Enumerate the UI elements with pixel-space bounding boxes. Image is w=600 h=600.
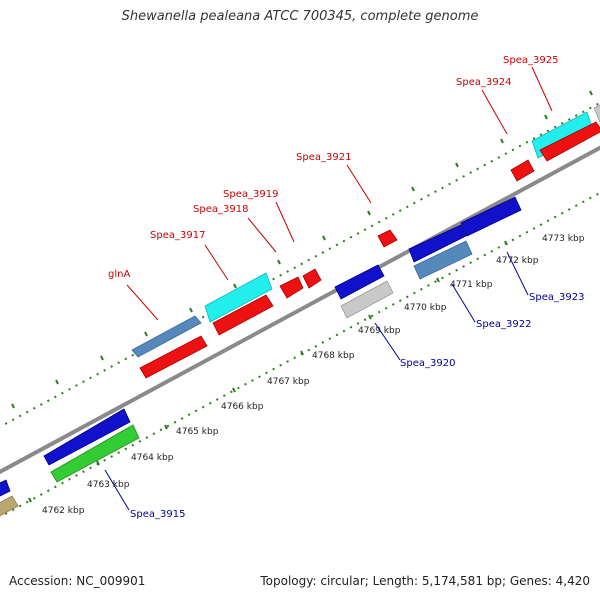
gene-spea-3922[interactable] [408, 224, 467, 263]
page-title: Shewanella pealeana ATCC 700345, complet… [121, 9, 479, 24]
reverse-leader-lines [104, 251, 529, 511]
kbp-label-4766: 4766 kbp [221, 402, 264, 412]
gene-label-spea-3919[interactable]: Spea_3919 [223, 189, 278, 200]
kbp-label-4763: 4763 kbp [87, 480, 130, 490]
reverse-tick-track [0, 191, 600, 518]
reverse-major-ticks [28, 240, 508, 503]
accession-text: Accession: NC_009901 [9, 574, 146, 588]
gene-label-spea-3915[interactable]: Spea_3915 [130, 509, 185, 520]
genome-summary-text: Topology: circular; Length: 5,174,581 bp… [260, 574, 590, 588]
genome-map: 4762 kbp 4763 kbp 4764 kbp 4765 kbp 4766… [0, 55, 600, 520]
forward-tick-track [0, 101, 600, 428]
gene-label-glna[interactable]: glnA [108, 269, 130, 280]
gene-label-spea-3920[interactable]: Spea_3920 [400, 358, 455, 369]
gene-label-spea-3917[interactable]: Spea_3917 [150, 230, 205, 241]
gene-reverse-green[interactable] [50, 424, 140, 483]
gene-label-spea-3925[interactable]: Spea_3925 [503, 55, 558, 66]
gene-forward-red-2[interactable] [212, 294, 274, 336]
kbp-label-4773: 4773 kbp [542, 234, 585, 244]
gene-label-spea-3924[interactable]: Spea_3924 [456, 77, 511, 88]
gene-spea-3915[interactable] [43, 408, 131, 466]
gene-spea-3923[interactable] [460, 196, 522, 237]
gene-reverse-clipped-blue[interactable] [0, 479, 11, 499]
gene-glna[interactable] [131, 315, 202, 358]
gene-reverse-steelblue[interactable] [413, 240, 473, 280]
gene-spea-3921[interactable] [377, 229, 398, 248]
gene-label-spea-3921[interactable]: Spea_3921 [296, 152, 351, 163]
kbp-label-4771: 4771 kbp [450, 280, 493, 290]
gene-spea-3924[interactable] [510, 159, 535, 182]
gene-forward-red-3[interactable] [539, 121, 600, 162]
gene-spea-3919[interactable] [302, 268, 322, 289]
kbp-label-4768: 4768 kbp [312, 351, 355, 361]
forward-major-ticks [11, 90, 593, 409]
kbp-label-4769: 4769 kbp [358, 326, 401, 336]
gene-spea-3920[interactable] [334, 264, 385, 300]
gene-reverse-clipped-khaki[interactable] [0, 495, 19, 518]
gene-forward-red-1[interactable] [139, 335, 208, 379]
kbp-label-4767: 4767 kbp [267, 377, 310, 387]
gene-reverse-grey[interactable] [340, 280, 394, 319]
gene-label-spea-3922[interactable]: Spea_3922 [476, 319, 531, 330]
gene-forward-clipped[interactable] [593, 100, 600, 123]
gene-label-spea-3923[interactable]: Spea_3923 [529, 292, 584, 303]
gene-spea-3918[interactable] [279, 276, 304, 299]
kbp-label-4765: 4765 kbp [176, 427, 219, 437]
kbp-label-4764: 4764 kbp [131, 453, 174, 463]
forward-leader-lines [126, 66, 553, 321]
gene-spea-3917[interactable] [204, 272, 273, 323]
gene-label-spea-3918[interactable]: Spea_3918 [193, 204, 248, 215]
kbp-label-4770: 4770 kbp [404, 303, 447, 313]
kbp-label-4772: 4772 kbp [496, 256, 539, 266]
genome-backbone [0, 145, 600, 475]
kbp-label-4762: 4762 kbp [42, 506, 85, 516]
